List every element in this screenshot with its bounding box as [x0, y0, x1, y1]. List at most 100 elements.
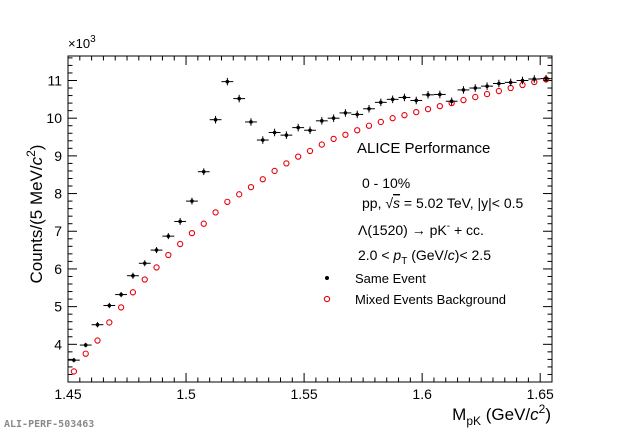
same-event-series	[68, 74, 552, 363]
same-event-point	[351, 110, 364, 119]
same-event-marker	[225, 79, 230, 84]
collision-label: pp, √s = 5.02 TeV, |y|< 0.5	[362, 195, 524, 211]
plot-frame	[67, 55, 553, 383]
mixed-events-point	[165, 251, 172, 259]
y-tick-label: 6	[54, 261, 62, 277]
same-event-point	[197, 168, 210, 176]
mixed-events-point	[365, 122, 373, 129]
same-event-marker	[142, 261, 147, 266]
same-event-point	[469, 84, 482, 92]
same-event-point	[457, 86, 470, 94]
mixed-events-point	[188, 229, 196, 237]
mixed-events-point	[342, 131, 349, 138]
legend-label-mixed-events: Mixed Events Background	[355, 292, 506, 307]
same-event-point	[150, 247, 163, 254]
mixed-events-point	[70, 368, 78, 375]
same-event-point	[138, 260, 151, 267]
mixed-events-point	[176, 240, 184, 248]
mixed-events-point	[236, 191, 243, 198]
same-event-point	[386, 95, 399, 104]
same-event-marker	[260, 138, 265, 142]
same-event-point	[433, 90, 446, 99]
same-event-point	[481, 82, 493, 90]
same-event-marker	[119, 292, 123, 297]
same-event-point	[268, 128, 281, 137]
same-event-point	[280, 131, 293, 139]
y-axis-title: Counts/(5 MeV/c2)	[24, 145, 46, 284]
same-event-point	[103, 302, 116, 309]
mixed-events-point	[436, 102, 444, 110]
mixed-events-point	[283, 160, 290, 167]
x-tick-label: 1.5	[176, 386, 196, 402]
mixed-events-point	[306, 147, 314, 155]
same-event-point	[256, 136, 269, 144]
mixed-events-point	[224, 198, 231, 206]
same-event-point	[174, 218, 187, 225]
mixed-events-point	[377, 118, 384, 126]
legend-marker-same-event	[325, 276, 329, 280]
y-axis-ticks: 4 5 6 7 8 9 10 11	[46, 57, 552, 383]
same-event-marker	[296, 125, 300, 130]
x-tick-label: 1.65	[527, 386, 554, 402]
x-axis-ticks: 1.45 1.5 1.55 1.6 1.65	[54, 56, 554, 402]
same-event-marker	[379, 100, 383, 105]
same-event-point	[492, 79, 505, 88]
same-event-point	[540, 74, 552, 83]
same-event-marker	[272, 130, 277, 135]
mixed-events-point	[295, 153, 302, 160]
legend: Same Event Mixed Events Background	[323, 271, 506, 307]
same-event-marker	[201, 169, 206, 174]
mixed-events-point	[483, 90, 491, 98]
same-event-point	[410, 96, 423, 105]
same-event-point	[363, 104, 375, 113]
same-event-point	[528, 75, 541, 83]
mixed-events-point	[413, 109, 420, 116]
same-event-point	[504, 78, 517, 87]
same-event-point	[233, 94, 246, 103]
mixed-events-point	[507, 84, 514, 92]
same-event-marker	[166, 234, 171, 238]
same-event-point	[422, 91, 434, 99]
centrality-label: 0 - 10%	[362, 175, 410, 191]
y-tick-label: 4	[54, 336, 62, 352]
x-axis-title: MpK (GeV/c2)	[452, 402, 551, 428]
mixed-events-point	[129, 289, 137, 296]
same-event-point	[374, 98, 387, 107]
mixed-events-point	[330, 135, 337, 143]
experiment-label: ALICE Performance	[357, 140, 490, 157]
y-tick-label: 11	[47, 72, 62, 88]
x-tick-label: 1.45	[54, 386, 81, 402]
same-event-marker	[438, 92, 442, 97]
same-event-point	[516, 76, 529, 85]
same-event-point	[209, 115, 222, 124]
legend-label-same-event: Same Event	[355, 271, 426, 286]
same-event-point	[127, 272, 139, 279]
same-event-marker	[131, 273, 135, 278]
same-event-marker	[461, 88, 466, 92]
mixed-events-point	[141, 276, 148, 283]
same-event-marker	[402, 95, 407, 100]
same-event-point	[91, 322, 104, 328]
same-event-marker	[190, 199, 194, 203]
mixed-events-point	[200, 220, 207, 227]
same-event-point	[79, 342, 92, 348]
same-event-point	[68, 357, 80, 363]
mixed-events-point	[212, 209, 219, 216]
y-tick-label: 5	[54, 299, 62, 315]
mixed-events-point	[82, 350, 89, 357]
mixed-events-point	[424, 105, 432, 113]
pt-range-label: 2.0 < pT (GeV/c)< 2.5	[358, 247, 491, 267]
same-event-marker	[72, 358, 76, 362]
same-event-marker	[390, 97, 395, 102]
y-axis-multiplier: ×103	[68, 34, 96, 51]
same-event-marker	[426, 93, 430, 97]
same-event-marker	[284, 133, 289, 137]
same-event-marker	[331, 116, 336, 120]
same-event-point	[398, 93, 411, 102]
mixed-events-point	[117, 304, 125, 311]
y-tick-label: 10	[46, 110, 62, 126]
same-event-marker	[414, 98, 419, 103]
same-event-marker	[107, 303, 112, 308]
y-tick-label: 8	[54, 186, 62, 202]
